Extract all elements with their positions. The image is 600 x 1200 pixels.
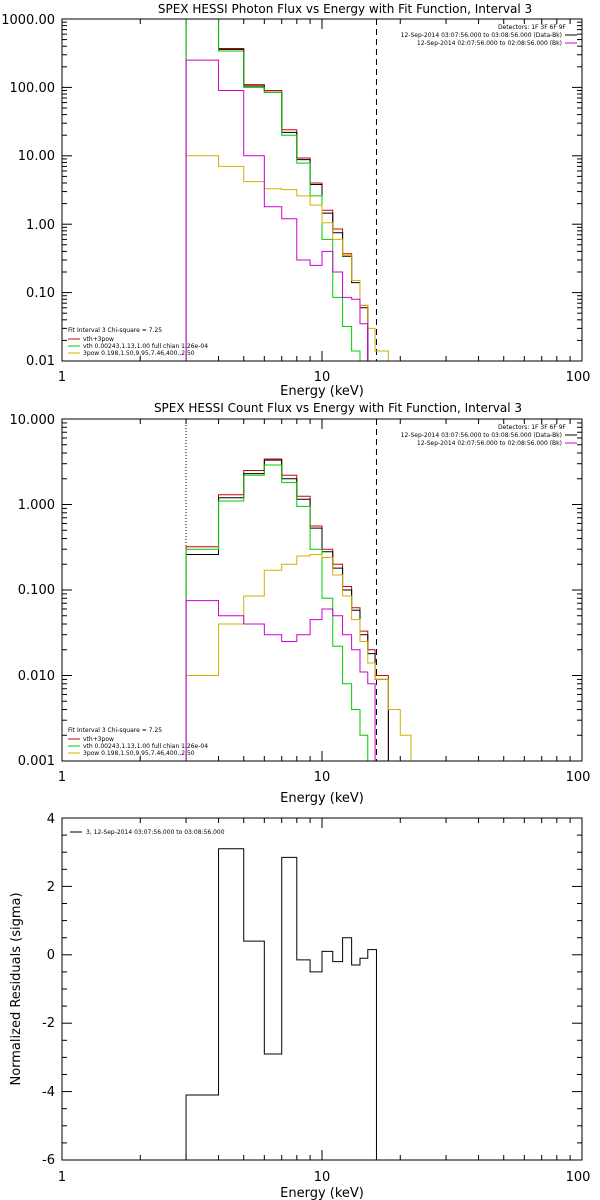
photon-flux-xtick-label: 10 <box>314 370 331 385</box>
photon-flux-series-2 <box>185 18 368 362</box>
count-flux-title: SPEX HESSI Count Flux vs Energy with Fit… <box>154 401 522 415</box>
photon-flux-fit-info: Fit Interval 3 Chi-square = 7.25 <box>68 327 162 334</box>
photon-flux-ytick-label: 1000.00 <box>1 13 55 28</box>
photon-flux-detectors: Detectors: 1F 3F 6F 9F <box>498 24 567 31</box>
photon-flux-series-4 <box>185 59 376 362</box>
count-flux-legend-label-3pow: 3pow 0.198,1.50,9.95,7.46,400.,2.50 <box>83 750 195 757</box>
residuals-ytick-label: 2 <box>47 880 55 895</box>
count-flux-series-4 <box>185 600 376 761</box>
photon-flux-ytick-label: 0.10 <box>26 286 55 301</box>
count-flux-series-3 <box>185 554 412 761</box>
count-flux-ytick-label: 0.100 <box>18 583 55 598</box>
count-flux-legend-left: Fit Interval 3 Chi-square = 7.25 vth+3po… <box>68 727 208 757</box>
photon-flux-legend-label-total: vth+3pow <box>83 336 114 343</box>
residuals-panel: -6 -4 -2 0 2 4 1 10 100 Energy (keV) Nor… <box>9 812 590 1200</box>
residuals-legend-label: 3, 12-Sep-2014 03:07:56.000 to 03:08:56.… <box>86 829 225 836</box>
photon-flux-x-axis-label: Energy (keV) <box>280 384 364 399</box>
count-flux-x-axis-label: Energy (keV) <box>280 791 364 806</box>
photon-flux-xtick-label: 1 <box>58 370 66 385</box>
count-flux-detectors: Detectors: 1F 3F 6F 9F <box>498 424 567 431</box>
count-flux-series-1 <box>185 459 389 761</box>
photon-flux-legend-label-data: 12-Sep-2014 03:07:56.000 to 03:08:56.000… <box>401 32 562 39</box>
photon-flux-panel: SPEX HESSI Photon Flux vs Energy with Fi… <box>1 2 590 399</box>
photon-flux-legend-right: Detectors: 1F 3F 6F 9F 12-Sep-2014 03:07… <box>401 24 577 47</box>
residuals-xtick-label: 100 <box>566 1170 591 1185</box>
photon-flux-legend-label-vth: vth 0.00243,1.13,1.00 full chian 1.26e-0… <box>83 343 208 350</box>
count-flux-fit-info: Fit Interval 3 Chi-square = 7.25 <box>68 727 162 734</box>
residuals-x-axis-label: Energy (keV) <box>280 1186 364 1200</box>
photon-flux-axes-frame <box>61 18 583 362</box>
residuals-axes-frame <box>61 817 583 1161</box>
photon-flux-plot <box>61 18 583 362</box>
photon-flux-title: SPEX HESSI Photon Flux vs Energy with Fi… <box>158 2 532 16</box>
residuals-xtick-label: 1 <box>58 1170 66 1185</box>
count-flux-xtick-label: 1 <box>58 770 66 785</box>
count-flux-legend-right: Detectors: 1F 3F 6F 9F 12-Sep-2014 03:07… <box>401 424 577 447</box>
count-flux-legend-label-bk: 12-Sep-2014 02:07:56.000 to 02:08:56.000… <box>417 440 562 447</box>
photon-flux-legend-label-bk: 12-Sep-2014 02:07:56.000 to 02:08:56.000… <box>417 40 562 47</box>
residuals-ytick-label: 0 <box>47 948 55 963</box>
count-flux-plot <box>61 418 583 762</box>
residuals-legend: 3, 12-Sep-2014 03:07:56.000 to 03:08:56.… <box>70 829 225 836</box>
count-flux-ytick-label: 1.000 <box>18 498 55 513</box>
photon-flux-legend-label-3pow: 3pow 0.198,1.50,9.95,7.46,400.,2.50 <box>83 350 195 357</box>
residuals-ytick-label: -4 <box>42 1085 55 1100</box>
photon-flux-ytick-label: 1.00 <box>26 218 55 233</box>
count-flux-ytick-label: 10.000 <box>10 413 56 428</box>
count-flux-series-2 <box>185 464 376 762</box>
residuals-series-0 <box>185 848 377 1160</box>
count-flux-ytick-label: 0.001 <box>18 754 55 769</box>
count-flux-panel: SPEX HESSI Count Flux vs Energy with Fit… <box>10 401 591 806</box>
photon-flux-ytick-label: 100.00 <box>10 81 56 96</box>
residuals-plot <box>61 817 583 1161</box>
photon-flux-xtick-label: 100 <box>566 370 591 385</box>
count-flux-legend-label-vth: vth 0.00243,1.13,1.00 full chian 1.26e-0… <box>83 743 208 750</box>
residuals-ytick-label: 4 <box>47 812 55 827</box>
residuals-y-axis-label: Normalized Residuals (sigma) <box>9 892 24 1085</box>
count-flux-xtick-label: 100 <box>566 770 591 785</box>
count-flux-ytick-label: 0.010 <box>18 669 55 684</box>
count-flux-xtick-label: 10 <box>314 770 331 785</box>
photon-flux-ytick-label: 0.01 <box>26 354 55 369</box>
count-flux-axes-frame <box>61 418 583 762</box>
photon-flux-ytick-label: 10.00 <box>18 149 55 164</box>
residuals-ytick-label: -6 <box>42 1153 55 1168</box>
photon-flux-series-0 <box>185 18 369 361</box>
count-flux-legend-label-data: 12-Sep-2014 03:07:56.000 to 03:08:56.000… <box>401 432 562 439</box>
residuals-xtick-label: 10 <box>314 1170 331 1185</box>
photon-flux-series-1 <box>185 18 369 361</box>
count-flux-legend-label-total: vth+3pow <box>83 736 114 743</box>
residuals-ytick-label: -2 <box>42 1016 55 1031</box>
photon-flux-legend-left: Fit Interval 3 Chi-square = 7.25 vth+3po… <box>68 327 208 357</box>
